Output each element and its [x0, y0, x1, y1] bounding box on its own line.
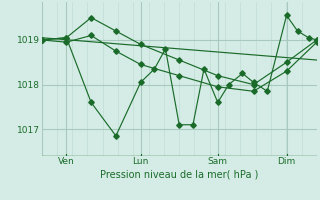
X-axis label: Pression niveau de la mer( hPa ): Pression niveau de la mer( hPa ): [100, 169, 258, 179]
